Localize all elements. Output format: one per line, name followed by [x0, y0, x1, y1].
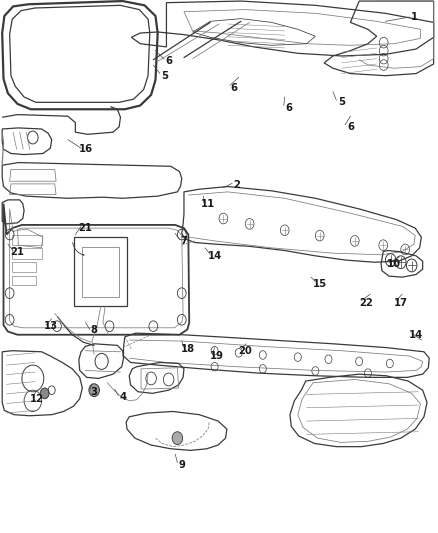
Text: 16: 16 [78, 144, 92, 154]
Text: 21: 21 [11, 247, 25, 256]
FancyArrowPatch shape [73, 243, 84, 255]
Bar [12, 248, 42, 259]
Text: 6: 6 [165, 56, 172, 66]
Bar [12, 276, 36, 285]
Text: 6: 6 [231, 83, 238, 93]
Text: 20: 20 [238, 346, 252, 356]
Text: 4: 4 [119, 392, 126, 402]
Text: 5: 5 [161, 71, 168, 80]
Text: 7: 7 [180, 236, 187, 246]
Text: 21: 21 [78, 223, 92, 233]
Text: 13: 13 [43, 321, 57, 331]
Text: 6: 6 [286, 103, 293, 112]
Text: 5: 5 [338, 98, 345, 107]
Text: 22: 22 [359, 298, 373, 308]
Circle shape [89, 384, 99, 397]
Text: 14: 14 [409, 330, 423, 340]
Text: 17: 17 [394, 298, 408, 308]
Text: 11: 11 [201, 199, 215, 209]
Text: 3: 3 [91, 387, 98, 397]
Text: 1: 1 [410, 12, 417, 22]
Text: 19: 19 [210, 351, 224, 361]
Circle shape [172, 432, 183, 445]
Text: 12: 12 [30, 394, 44, 403]
Bar [12, 262, 36, 272]
Text: 8: 8 [91, 326, 98, 335]
Text: 2: 2 [233, 181, 240, 190]
Text: 15: 15 [313, 279, 327, 288]
Circle shape [40, 388, 49, 399]
Text: 18: 18 [181, 344, 195, 354]
Text: 14: 14 [208, 251, 222, 261]
Text: 9: 9 [178, 460, 185, 470]
Text: 10: 10 [387, 259, 401, 269]
Text: 6: 6 [347, 122, 354, 132]
Bar [12, 235, 42, 245]
